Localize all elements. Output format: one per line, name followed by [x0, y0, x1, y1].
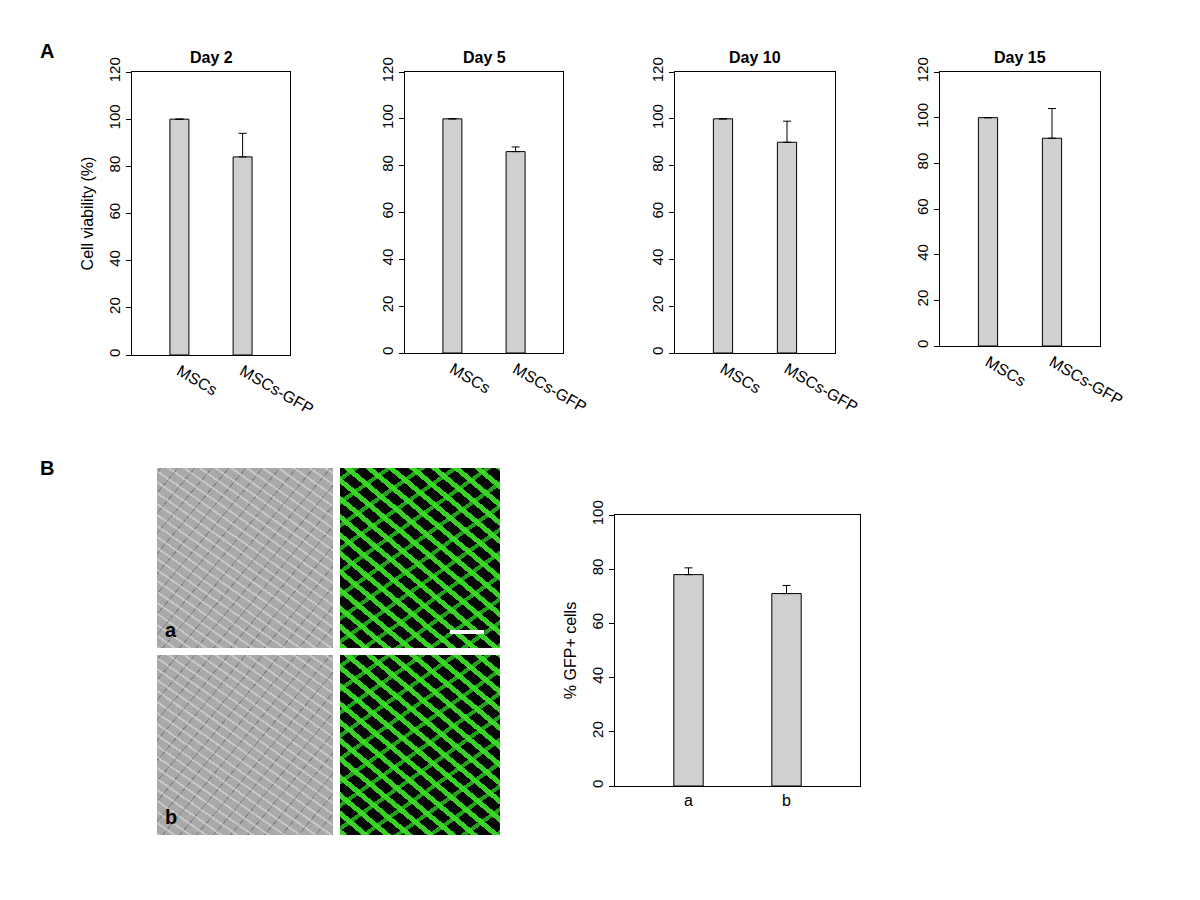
svg-text:20: 20: [379, 296, 396, 313]
svg-text:Day 15: Day 15: [994, 49, 1046, 66]
svg-text:A: A: [40, 40, 54, 62]
svg-text:MSCs: MSCs: [983, 353, 1029, 390]
svg-text:40: 40: [649, 249, 666, 266]
svg-text:40: 40: [106, 250, 123, 267]
svg-text:20: 20: [649, 296, 666, 313]
svg-text:b: b: [782, 792, 791, 809]
svg-text:80: 80: [914, 153, 931, 170]
svg-text:60: 60: [379, 202, 396, 219]
svg-text:100: 100: [649, 104, 666, 129]
svg-text:100: 100: [914, 103, 931, 128]
svg-text:60: 60: [589, 613, 606, 630]
svg-text:MSCs-GFP: MSCs-GFP: [510, 360, 589, 416]
svg-text:40: 40: [379, 249, 396, 266]
svg-text:0: 0: [106, 349, 123, 357]
svg-text:0: 0: [914, 340, 931, 348]
svg-text:120: 120: [379, 57, 396, 82]
svg-text:0: 0: [379, 347, 396, 355]
svg-text:Day 2: Day 2: [190, 49, 233, 66]
svg-text:0: 0: [589, 780, 606, 788]
svg-text:MSCs: MSCs: [718, 360, 764, 397]
svg-text:120: 120: [106, 57, 123, 82]
svg-text:60: 60: [106, 203, 123, 220]
svg-text:40: 40: [914, 244, 931, 261]
svg-text:80: 80: [649, 155, 666, 172]
svg-text:Day 10: Day 10: [729, 49, 781, 66]
svg-text:MSCs: MSCs: [174, 362, 220, 399]
svg-text:0: 0: [649, 347, 666, 355]
html-text:a: a: [165, 619, 177, 641]
svg-text:a: a: [684, 792, 693, 809]
html-text:b: b: [165, 806, 178, 828]
svg-text:Day 5: Day 5: [463, 49, 506, 66]
svg-text:Cell viability (%): Cell viability (%): [79, 157, 96, 271]
svg-text:80: 80: [589, 559, 606, 576]
svg-text:100: 100: [379, 104, 396, 129]
svg-text:% GFP+ cells: % GFP+ cells: [562, 602, 579, 699]
svg-text:MSCs-GFP: MSCs-GFP: [237, 362, 316, 418]
svg-text:60: 60: [914, 198, 931, 215]
svg-text:MSCs-GFP: MSCs-GFP: [1047, 353, 1126, 409]
svg-text:80: 80: [379, 155, 396, 172]
svg-text:100: 100: [106, 104, 123, 129]
svg-text:B: B: [40, 457, 54, 479]
svg-text:20: 20: [914, 290, 931, 307]
svg-text:80: 80: [106, 156, 123, 173]
svg-text:20: 20: [106, 297, 123, 314]
svg-text:120: 120: [649, 57, 666, 82]
svg-text:MSCs-GFP: MSCs-GFP: [782, 360, 861, 416]
svg-text:100: 100: [589, 500, 606, 525]
svg-text:20: 20: [589, 721, 606, 738]
svg-text:120: 120: [914, 57, 931, 82]
svg-text:MSCs: MSCs: [447, 360, 493, 397]
svg-text:40: 40: [589, 667, 606, 684]
svg-text:60: 60: [649, 202, 666, 219]
